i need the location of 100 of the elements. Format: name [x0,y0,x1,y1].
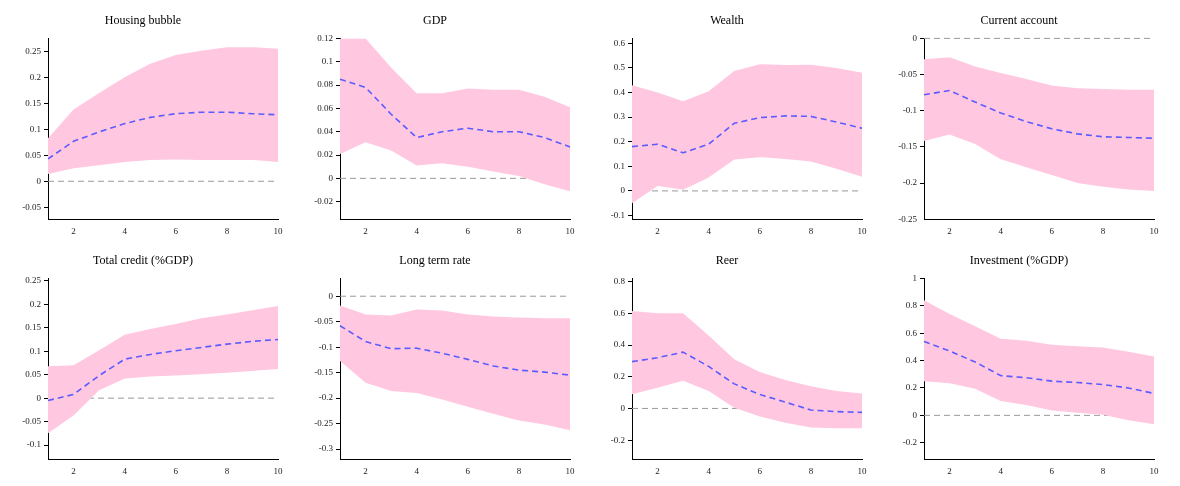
y-tick-label: 0.3 [613,111,626,122]
x-tick-label: 6 [465,225,471,236]
y-tick-label: 0.1 [29,123,41,134]
chart-title: Wealth [710,13,744,28]
y-tick-label: -0.1 [318,341,333,352]
x-tick-label: 8 [224,465,230,476]
line-series [631,351,863,414]
x-tick-label: 6 [1049,225,1055,236]
x-tick-label: 4 [414,465,420,476]
x-tick-label: 10 [273,465,283,476]
y-tick-label: 0 [620,185,626,196]
y-tick-label: -0.2 [902,177,917,188]
y-tick-label: 0.1 [613,160,625,171]
y-tick-label: -0.1 [902,105,917,116]
line-series [923,89,1155,139]
x-tick-label: 2 [947,225,952,236]
y-tick-label: 0.15 [25,97,42,108]
x-tick-label: 6 [757,465,763,476]
y-tick-label: 0.2 [905,382,917,393]
y-tick-label: -0.15 [898,141,918,152]
x-tick-label: 4 [706,225,712,236]
y-tick-label: 0.6 [905,327,918,338]
y-tick-label: 0 [36,175,42,186]
y-tick-label: 0.2 [613,136,625,147]
x-tick-label: 6 [173,225,179,236]
x-tick-label: 2 [947,465,952,476]
y-tick-label: 0.25 [25,275,42,286]
y-tick-label: 0.4 [905,354,918,365]
x-tick-label: 10 [1149,465,1159,476]
y-tick-label: 0.1 [29,345,41,356]
y-tick-label: 0.1 [321,56,333,67]
y-tick-label: 0.04 [317,126,334,137]
chart-title: Long term rate [399,253,471,268]
x-tick-label: 4 [122,225,128,236]
y-tick-label: -0.2 [318,392,333,403]
line-series [339,324,571,376]
chart-title: Housing bubble [104,13,182,28]
x-tick-label: 2 [363,225,368,236]
x-tick-label: 2 [655,465,660,476]
y-tick-label: 0 [328,290,334,301]
x-tick-label: 2 [71,465,76,476]
y-tick-label: -0.25 [898,213,918,224]
y-tick-label: 0.05 [25,369,42,380]
x-tick-label: 10 [857,225,867,236]
y-tick-label: 0 [912,32,918,43]
x-tick-label: 8 [224,225,230,236]
y-tick-label: 0.4 [613,339,626,350]
x-tick-label: 4 [998,225,1004,236]
x-tick-label: 8 [516,225,522,236]
x-tick-label: 8 [1100,465,1106,476]
x-tick-label: 2 [655,225,660,236]
y-tick-label: 0.12 [317,32,333,43]
y-tick-label: -0.1 [26,439,41,450]
x-tick-label: 2 [71,225,76,236]
y-tick-label: -0.1 [610,209,625,220]
y-tick-label: 0.2 [29,298,41,309]
x-tick-label: 10 [565,465,575,476]
x-tick-label: 8 [516,465,522,476]
y-tick-label: -0.2 [610,434,625,445]
y-tick-label: 0.6 [613,37,626,48]
x-tick-label: 8 [808,225,814,236]
x-tick-label: 4 [998,465,1004,476]
x-tick-label: 6 [465,465,471,476]
y-tick-label: 0.02 [317,149,333,160]
x-tick-label: 8 [1100,225,1106,236]
y-tick-label: 0.8 [905,300,918,311]
y-tick-label: -0.05 [22,415,42,426]
x-tick-label: 6 [757,225,763,236]
y-tick-label: 0.5 [613,62,626,73]
x-tick-label: 2 [363,465,368,476]
x-tick-label: 10 [1149,225,1159,236]
chart-title: Reer [715,253,739,268]
line-series [339,78,571,148]
line-series [631,115,863,154]
y-tick-label: 0.8 [613,275,626,286]
x-tick-label: 10 [273,225,283,236]
x-tick-label: 4 [414,225,420,236]
y-tick-label: -0.2 [902,437,917,448]
y-tick-label: 0.2 [613,371,625,382]
y-tick-label: 0 [36,392,42,403]
x-tick-label: 4 [122,465,128,476]
x-tick-label: 6 [1049,465,1055,476]
y-tick-label: 0.08 [317,79,334,90]
chart-title: GDP [422,13,448,28]
y-tick-label: 0 [912,409,918,420]
x-tick-label: 10 [857,465,867,476]
y-tick-label: -0.25 [314,417,334,428]
y-tick-label: -0.15 [314,366,334,377]
chart-title: Investment (%GDP) [969,253,1069,268]
chart-title: Current account [980,13,1059,28]
x-tick-label: 8 [808,465,814,476]
y-tick-label: -0.05 [22,201,42,212]
chart-title: Total credit (%GDP) [93,253,193,268]
y-tick-label: 0.25 [25,45,42,56]
x-tick-label: 10 [565,225,575,236]
y-tick-label: -0.05 [314,316,334,327]
line-series [47,338,279,402]
y-tick-label: 0.6 [613,307,626,318]
y-tick-label: 0.2 [29,71,41,82]
y-tick-label: 0.4 [613,86,626,97]
